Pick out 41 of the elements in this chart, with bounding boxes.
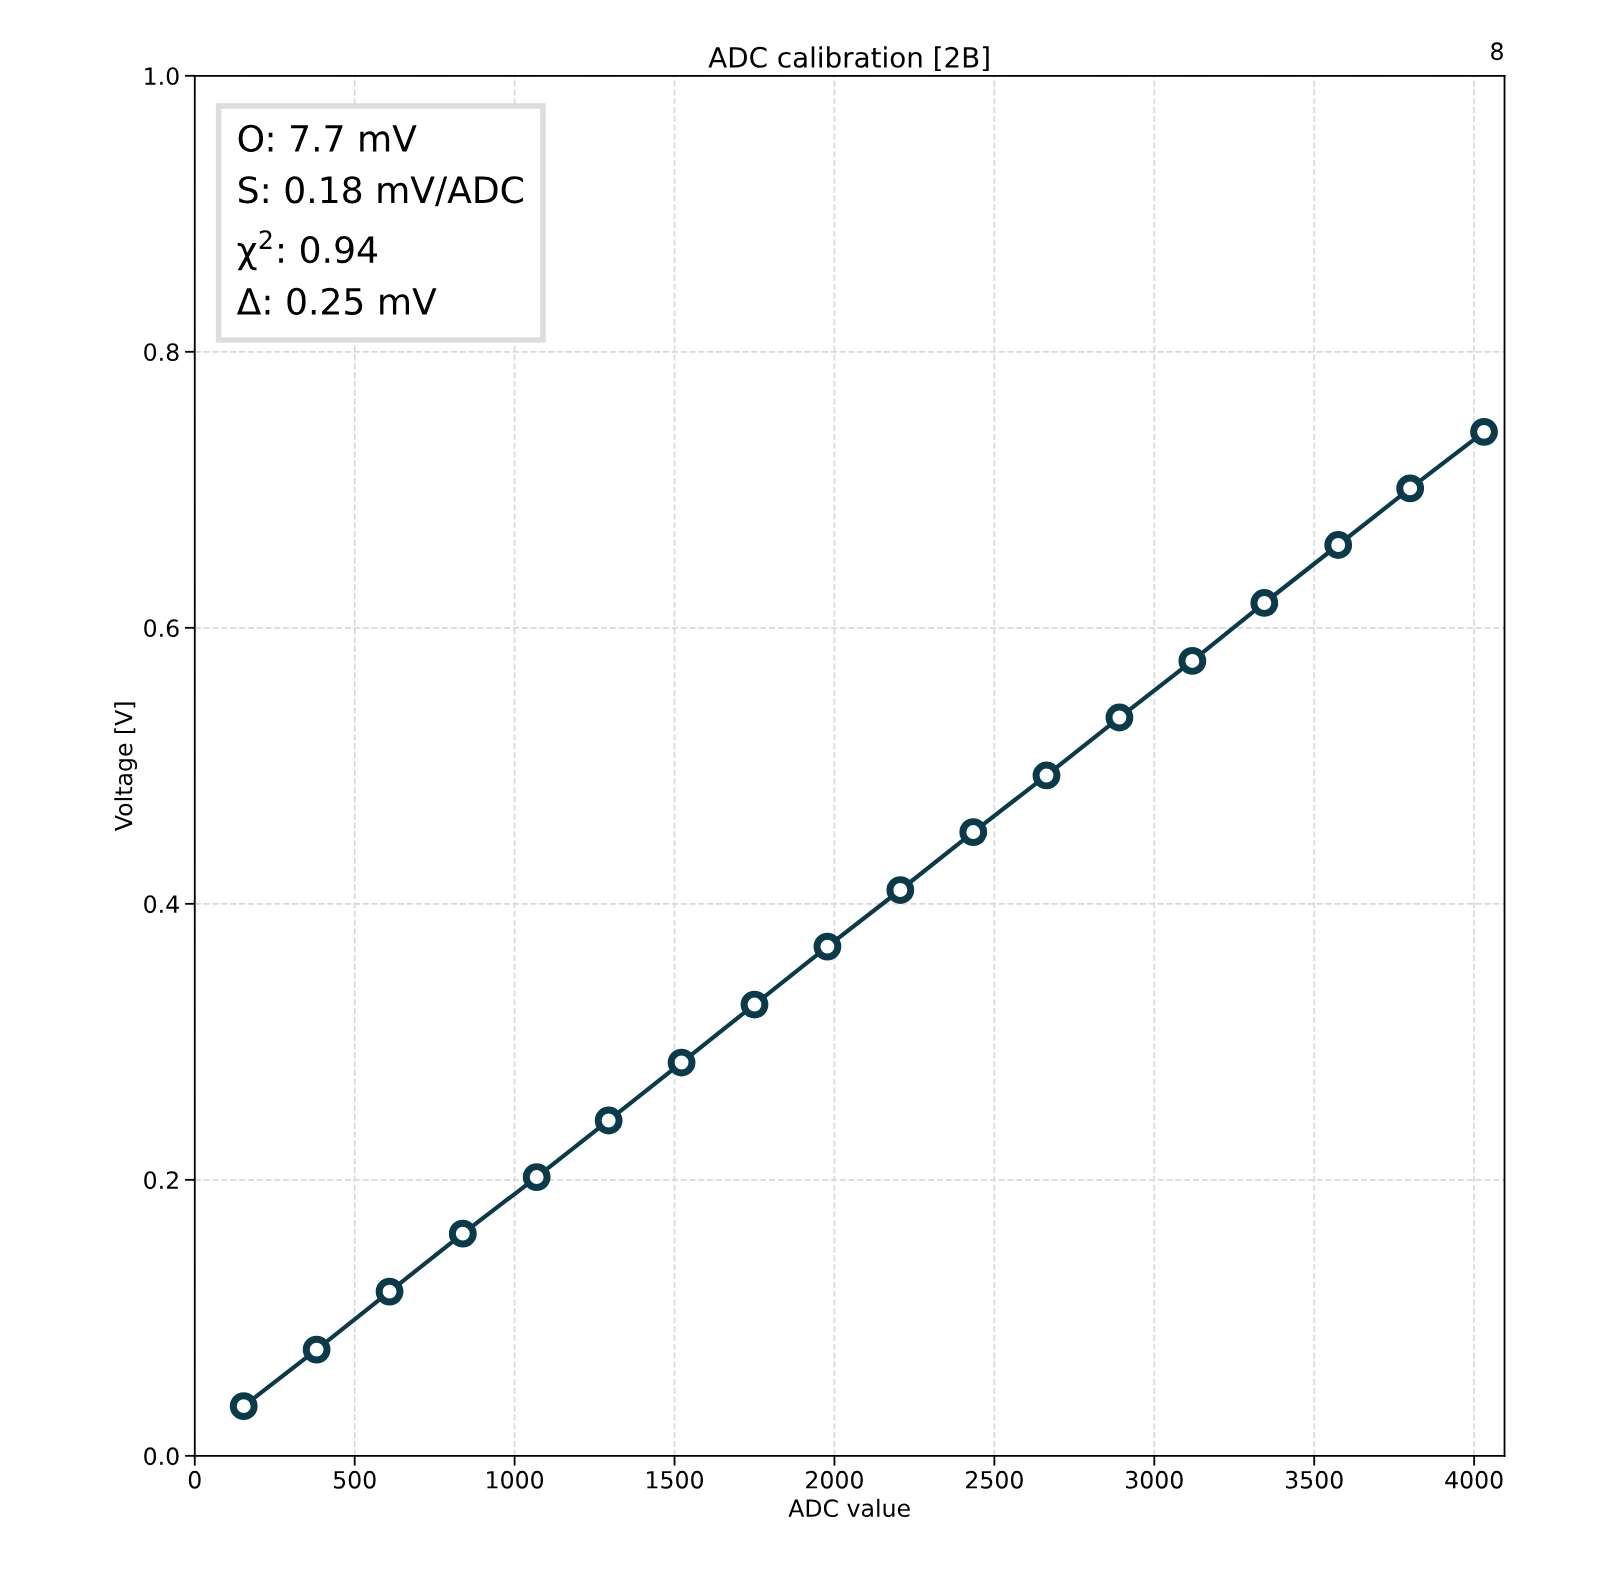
x-tick-label: 500 xyxy=(333,1470,376,1489)
point xyxy=(522,1163,551,1191)
x-tick-label: 1000 xyxy=(487,1470,544,1489)
y-tick-label: 0.0 xyxy=(144,1447,179,1466)
point xyxy=(1032,761,1061,790)
point xyxy=(1396,474,1425,503)
point xyxy=(448,1219,477,1248)
point xyxy=(813,932,842,961)
y-tick-label: 0.4 xyxy=(144,895,179,914)
chart-title: ADC calibration [2B] xyxy=(708,46,989,72)
x-tick-label: 3000 xyxy=(1126,1470,1183,1489)
point xyxy=(302,1335,331,1364)
point xyxy=(1105,703,1134,732)
annotation: Δ: 0.25 mV xyxy=(236,287,437,316)
y-tick-label: 0.2 xyxy=(144,1171,178,1190)
annotation: χ$^{2}$: 0.94 xyxy=(237,230,377,271)
y-tick-label: 1.0 xyxy=(145,67,179,86)
point xyxy=(594,1106,623,1135)
annotation: O: 7.7 mV xyxy=(238,124,417,153)
x-tick-label: 2000 xyxy=(806,1470,863,1489)
x-axis-title: ADC value xyxy=(788,1498,910,1518)
y-tick-label: 0.6 xyxy=(144,619,179,638)
x-tick-label: 4000 xyxy=(1445,1470,1503,1489)
point xyxy=(375,1277,404,1306)
annotation: S: 0.18 mV/ADC xyxy=(239,176,523,207)
point xyxy=(1470,417,1498,446)
y-tick-label: 0.8 xyxy=(144,343,179,362)
y-axis-title: Voltage [V] xyxy=(114,702,138,831)
x-tick-label: 2500 xyxy=(966,1470,1023,1489)
point xyxy=(1178,647,1207,675)
point xyxy=(1250,589,1279,617)
point xyxy=(667,1048,696,1077)
point xyxy=(886,876,915,904)
point xyxy=(740,990,769,1019)
x-tick-label: 0 xyxy=(188,1470,201,1489)
point xyxy=(229,1392,258,1421)
x-tick-label: 3500 xyxy=(1285,1470,1343,1489)
point xyxy=(1324,531,1353,559)
text: 8 xyxy=(1491,42,1503,61)
x-tick-label: 1500 xyxy=(647,1470,703,1489)
point xyxy=(959,818,988,846)
